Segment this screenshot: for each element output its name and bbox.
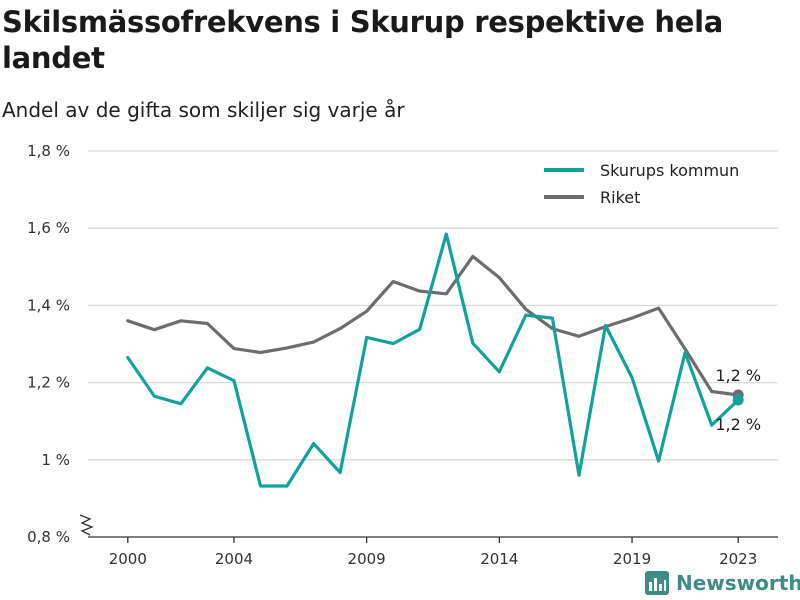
x-tick-label: 2023 <box>719 550 757 568</box>
axis-break-icon <box>79 514 94 536</box>
bar-chart-icon <box>645 571 669 595</box>
series-line-skurup <box>126 232 740 488</box>
x-axis: 2000 2004 2009 2014 2019 2023 <box>79 514 778 568</box>
newsworthy-logo: Newsworthy <box>644 570 800 596</box>
y-tick-label: 1,2 % <box>27 374 70 392</box>
y-tick-label: 1 % <box>41 451 70 469</box>
series-end-point <box>732 394 744 406</box>
brand-name: Newsworthy <box>676 571 800 595</box>
chart-title: Skilsmässofrekvens i Skurup respektive h… <box>2 5 723 75</box>
y-axis-ticks: 0,8 % 1 % 1,2 % 1,4 % 1,6 % 1,8 % <box>27 142 70 546</box>
end-labels: 1,2 % 1,2 % <box>715 366 761 434</box>
legend: Skurups kommun Riket <box>544 161 739 207</box>
y-tick-label: 1,4 % <box>27 296 70 314</box>
grid-lines <box>88 150 778 461</box>
series-line-riket <box>126 254 740 397</box>
y-tick-label: 1,6 % <box>27 219 70 237</box>
end-label-riket: 1,2 % <box>715 366 761 385</box>
legend-label: Riket <box>600 188 640 207</box>
end-label-skurup: 1,2 % <box>715 415 761 434</box>
series-lines <box>126 232 744 488</box>
x-tick-label: 2009 <box>348 550 386 568</box>
x-tick-label: 2000 <box>109 550 147 568</box>
x-tick-label: 2014 <box>480 550 518 568</box>
y-tick-label: 0,8 % <box>27 528 70 546</box>
x-tick-label: 2019 <box>613 550 651 568</box>
x-tick-label: 2004 <box>215 550 253 568</box>
legend-label: Skurups kommun <box>600 161 739 180</box>
y-tick-label: 1,8 % <box>27 142 70 160</box>
chart-subtitle: Andel av de gifta som skiljer sig varje … <box>2 98 405 122</box>
